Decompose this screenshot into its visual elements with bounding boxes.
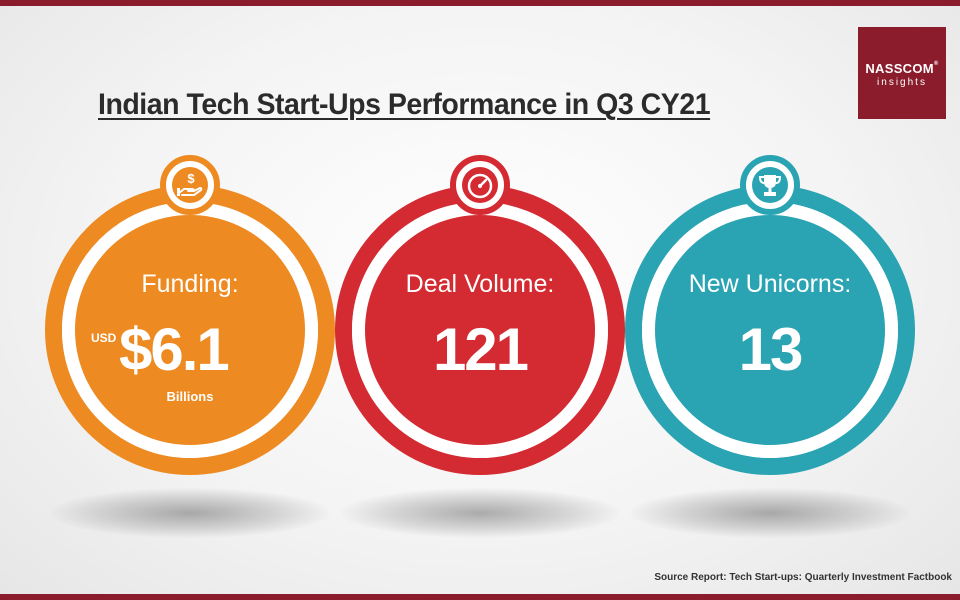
- source-citation: Source Report: Tech Start-ups: Quarterly…: [654, 572, 952, 583]
- funding-currency: USD: [91, 331, 117, 345]
- money-hand-icon: $: [172, 167, 208, 203]
- deal-volume-label: Deal Volume:: [405, 270, 555, 298]
- new-unicorns-badge: [740, 155, 800, 215]
- top-accent-bar: [0, 0, 960, 6]
- funding-disc: Funding: USD $6.1 Billions: [75, 215, 305, 445]
- nasscom-insights-logo: NASSCOM® insights: [858, 27, 946, 119]
- new-unicorns-value: 13: [738, 316, 804, 383]
- funding-badge: $: [160, 155, 220, 215]
- deal-volume-badge: [450, 155, 510, 215]
- new-unicorns-disc: New Unicorns: 13: [655, 215, 885, 445]
- funding-label: Funding:: [141, 270, 239, 298]
- deal-volume-value: 121: [432, 316, 529, 383]
- speedometer-icon: [462, 167, 498, 203]
- svg-text:$: $: [187, 171, 195, 186]
- trophy-icon: [752, 167, 788, 203]
- deal-volume-disc: Deal Volume: 121: [365, 215, 595, 445]
- funding-value: $6.1: [119, 316, 230, 383]
- bottom-accent-bar: [0, 594, 960, 600]
- new-unicorns-label: New Unicorns:: [688, 270, 852, 298]
- funding-shadow: [50, 488, 330, 538]
- logo-subtitle: insights: [877, 77, 927, 88]
- new-unicorns-shadow: [630, 488, 910, 538]
- deal-volume-shadow: [340, 488, 620, 538]
- logo-name: NASSCOM®: [865, 61, 939, 76]
- funding-unit: Billions: [166, 389, 214, 404]
- page-title: Indian Tech Start-Ups Performance in Q3 …: [98, 88, 711, 121]
